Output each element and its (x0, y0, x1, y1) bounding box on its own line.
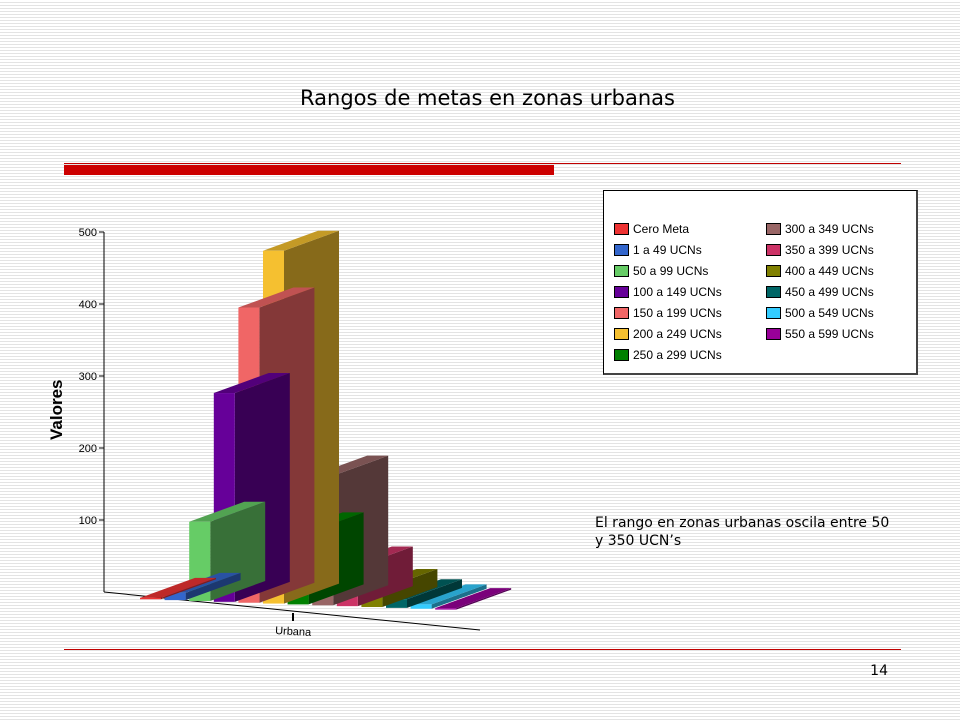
accent-bar (64, 165, 554, 175)
bar-top (238, 287, 315, 308)
legend-item: 400 a 449 UCNs (766, 264, 874, 278)
y-tick-label: 300 (79, 371, 97, 383)
legend-swatch (614, 307, 629, 319)
legend-swatch (614, 286, 629, 298)
legend-swatch (614, 349, 629, 361)
legend-item: 300 a 349 UCNs (766, 222, 874, 236)
x-tick-label: Urbana (275, 625, 313, 639)
bar-front (410, 604, 432, 609)
chart-bars (140, 230, 512, 610)
legend-swatch (766, 244, 781, 256)
legend-item: 150 a 199 UCNs (614, 306, 722, 320)
legend-swatch (766, 223, 781, 235)
bar-side (431, 584, 487, 609)
bar-side (456, 588, 512, 610)
bar-front (164, 592, 186, 601)
bar-side (382, 569, 438, 608)
bar-550-a-599-ucns (435, 588, 512, 610)
legend-item: 350 a 399 UCNs (766, 243, 874, 257)
legend-swatch (614, 265, 629, 277)
legend-label: 250 a 299 UCNs (633, 348, 722, 362)
legend-label: 150 a 199 UCNs (633, 306, 722, 320)
y-tick-label: 200 (79, 443, 97, 455)
legend-label: 1 a 49 UCNs (633, 243, 702, 257)
legend-item: 450 a 499 UCNs (766, 285, 874, 299)
bar-cero-meta (140, 577, 216, 600)
legend-label: 500 a 549 UCNs (785, 306, 874, 320)
bar-top (189, 501, 266, 522)
legend-item: Cero Meta (614, 222, 689, 236)
legend-label: 200 a 249 UCNs (633, 327, 722, 341)
legend-label: 400 a 449 UCNs (785, 264, 874, 278)
bar-front (386, 599, 407, 608)
y-tick-label: 100 (79, 515, 97, 527)
legend-swatch (766, 286, 781, 298)
legend-swatch (766, 265, 781, 277)
legend-swatch (614, 223, 629, 235)
y-tick-label: 500 (79, 227, 97, 239)
legend-item: 50 a 99 UCNs (614, 264, 708, 278)
legend-item: 550 a 599 UCNs (766, 327, 874, 341)
y-tick-label: 400 (79, 299, 97, 311)
legend-item: 1 a 49 UCNs (614, 243, 702, 257)
title-rule (64, 163, 901, 164)
bar-top (435, 588, 512, 609)
chart-legend: Cero Meta 1 a 49 UCNs 50 a 99 UCNs 100 a 14… (603, 190, 918, 375)
bar-top (263, 230, 339, 251)
bar-side (407, 579, 462, 608)
legend-item: 500 a 549 UCNs (766, 306, 874, 320)
legend-swatch (614, 328, 629, 340)
bar-front (435, 608, 457, 610)
chart-note: El rango en zonas urbanas oscila entre 5… (595, 515, 890, 549)
bar-side (161, 577, 216, 600)
legend-item: 100 a 149 UCNs (614, 285, 722, 299)
legend-label: 450 a 499 UCNs (785, 285, 874, 299)
legend-item: 200 a 249 UCNs (614, 327, 722, 341)
legend-swatch (614, 244, 629, 256)
bar-side (185, 572, 241, 601)
page-number: 14 (870, 663, 888, 679)
bar-top (140, 577, 216, 598)
legend-label: Cero Meta (633, 222, 690, 236)
legend-label: 300 a 349 UCNs (785, 222, 874, 236)
slide-title: Rangos de metas en zonas urbanas (300, 86, 675, 110)
legend-item: 250 a 299 UCNs (614, 348, 722, 362)
legend-label: 100 a 149 UCNs (633, 285, 722, 299)
legend-swatch (766, 307, 781, 319)
legend-label: 50 a 99 UCNs (633, 264, 709, 278)
legend-label: 550 a 599 UCNs (785, 327, 874, 341)
footer-rule (64, 649, 901, 650)
legend-label: 350 a 399 UCNs (785, 243, 874, 257)
y-axis-label: Valores (47, 379, 66, 441)
legend-swatch (766, 328, 781, 340)
bar-top (213, 373, 290, 394)
bar-front (140, 597, 161, 600)
